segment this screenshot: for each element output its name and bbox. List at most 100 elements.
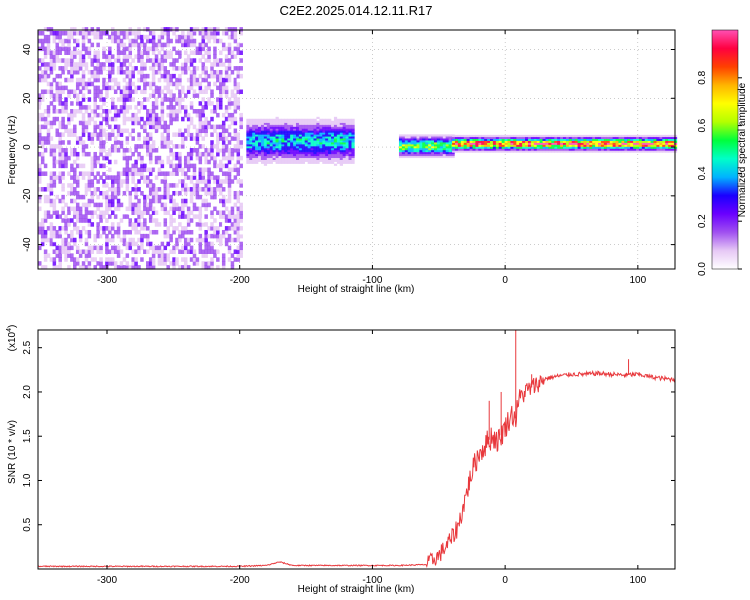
spectrogram-cell (148, 151, 153, 157)
spectrogram-cell (175, 38, 179, 44)
spectrogram-cell (342, 155, 346, 159)
spectrogram-cell (439, 155, 444, 159)
spectrogram-cell (281, 151, 285, 155)
spectrogram-cell (644, 134, 648, 138)
spectrogram-cell (40, 233, 45, 239)
spectrogram-cell (539, 142, 543, 145)
spectrogram-cell (178, 97, 182, 102)
spectrogram-cell (93, 120, 97, 126)
spectrogram-cell (105, 144, 109, 149)
spectrogram-cell (40, 171, 45, 176)
spectrogram-cell (448, 146, 452, 149)
spectrogram-cell (233, 222, 238, 227)
spectrogram-cell (665, 150, 669, 153)
spectrogram-cell (213, 226, 217, 231)
spectrogram-cell (219, 187, 223, 192)
spectrogram-cell (260, 153, 265, 157)
spectrogram-cell (452, 150, 456, 153)
spectrogram-cell (336, 161, 341, 164)
spectrogram-cell (70, 89, 74, 95)
spectrogram-cell (146, 136, 150, 141)
spectrogram-cell (266, 132, 270, 135)
spectrogram-cell (275, 132, 279, 135)
spectrogram-cell (536, 140, 540, 143)
spectrogram-cell (227, 175, 232, 180)
spectrogram-cell (207, 159, 211, 165)
spectrogram-cell (630, 138, 634, 141)
spectrogram-cell (198, 101, 203, 106)
spectrogram-cell (255, 118, 259, 121)
spectrogram-cell (46, 120, 51, 126)
spectrogram-cell (301, 148, 306, 151)
snr-y-ticks: 0.51.01.52.02.5 (22, 340, 675, 532)
spectrogram-cell (195, 109, 200, 114)
spectrogram-cell (401, 151, 406, 155)
spectrogram-cell (207, 58, 211, 63)
spectrogram-cell (61, 101, 65, 106)
spectrogram-cell (333, 126, 338, 129)
spectrogram-cell (627, 144, 631, 147)
spectrogram-cell (255, 151, 259, 155)
spectrogram-cell (322, 132, 326, 135)
spectrogram-cell (81, 93, 86, 98)
spectrogram-cell (490, 134, 494, 138)
spectrogram-cell (650, 140, 654, 143)
colorbar-tick-label: 0.4 (697, 166, 708, 180)
spectrogram-cell (70, 253, 74, 258)
spectrogram-cell (255, 144, 259, 147)
spectrogram-cell (589, 136, 593, 140)
spectrogram-cell (227, 233, 232, 239)
spectrogram-cell (81, 179, 86, 184)
spectrogram-cell (665, 138, 669, 141)
spectrogram-cell (525, 136, 529, 140)
spectrogram-cell (201, 66, 205, 71)
spectrogram-cell (633, 142, 637, 145)
spectrogram-cell (204, 167, 208, 173)
spectrogram-cell (204, 261, 208, 266)
spectrogram-cell (495, 150, 500, 153)
spectrogram-cell (221, 62, 226, 67)
spectrogram-cell (67, 210, 71, 215)
spectrogram-cell (548, 146, 552, 149)
spectrogram-cell (586, 142, 590, 145)
spectrogram-cell (436, 140, 441, 143)
spectrogram-cell (181, 38, 185, 44)
spectrogram-cell (102, 183, 106, 188)
spectrogram-cell (201, 237, 205, 243)
spectrogram-cell (213, 163, 217, 169)
spectrogram-cell (618, 134, 622, 138)
spectrogram-cell (213, 30, 217, 36)
spectrogram-cell (463, 140, 467, 143)
spectrogram-cell (40, 112, 45, 118)
spectrogram-cell (647, 142, 651, 145)
spectrogram-cell (38, 261, 42, 266)
spectrogram-cell (84, 151, 89, 157)
spectrogram-cell (148, 30, 153, 36)
spectrogram-cell (143, 206, 147, 212)
spectrogram-cell (542, 146, 546, 149)
spectrogram-cell (638, 142, 643, 145)
spectrogram-cell (55, 229, 60, 235)
spectrogram-cell (64, 30, 68, 36)
spectrogram-cell (258, 126, 262, 129)
spectrogram-cell (536, 136, 540, 140)
spectrogram-cell (275, 128, 279, 131)
spectrogram-cell (55, 34, 60, 40)
spectrogram-cell (178, 210, 182, 215)
spectrogram-cell (260, 149, 265, 153)
spectrogram-cell (75, 81, 80, 87)
spectrogram-cell (436, 142, 441, 145)
spectrogram-cell (255, 140, 259, 143)
spectrogram-cell (331, 134, 335, 137)
spectrogram-cell (307, 118, 311, 121)
spectrogram-cell (58, 101, 62, 106)
spectrogram-cell (630, 144, 634, 147)
spectrogram-cell (81, 34, 86, 40)
spectrogram-cell (204, 42, 208, 48)
spectrogram-cell (451, 151, 455, 155)
spectrogram-cell (618, 138, 622, 141)
spectrogram-cell (204, 155, 208, 161)
spectrogram-cell (213, 233, 217, 239)
spectrogram-cell (451, 153, 455, 157)
spectrogram-cell (58, 171, 62, 176)
